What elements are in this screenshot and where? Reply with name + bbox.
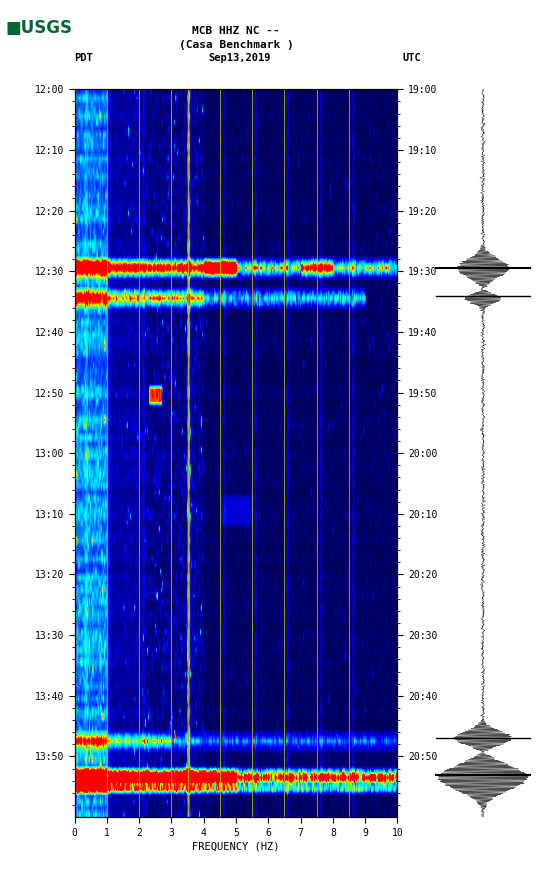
X-axis label: FREQUENCY (HZ): FREQUENCY (HZ) xyxy=(192,842,280,852)
Text: UTC: UTC xyxy=(403,53,422,63)
Text: (Casa Benchmark ): (Casa Benchmark ) xyxy=(179,39,293,50)
Text: MCB HHZ NC --: MCB HHZ NC -- xyxy=(192,26,280,37)
Text: Sep13,2019: Sep13,2019 xyxy=(209,53,271,63)
Text: PDT: PDT xyxy=(75,53,93,63)
Text: ■USGS: ■USGS xyxy=(6,19,72,37)
